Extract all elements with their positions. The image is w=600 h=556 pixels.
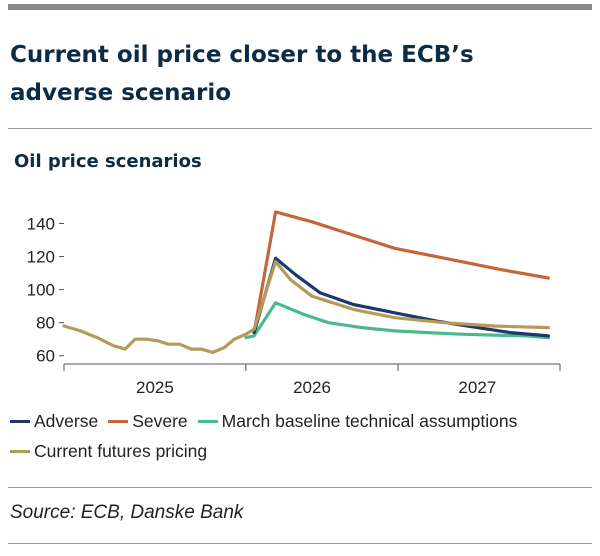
legend-item-adverse: Adverse: [10, 411, 98, 432]
y-axis: 60 80 100 120 140: [27, 214, 64, 366]
top-divider-bar: [8, 4, 592, 10]
legend-item-baseline: March baseline technical assumptions: [197, 410, 518, 432]
legend-label-futures: Current futures pricing: [34, 440, 208, 461]
legend-row-2: Current futures pricing: [10, 436, 590, 466]
source-divider-top: [8, 487, 592, 488]
y-tick-label: 120: [27, 248, 55, 267]
legend-item-severe: Severe: [108, 410, 188, 432]
legend-item-futures: Current futures pricing: [10, 441, 207, 462]
chart-title: Oil price scenarios: [14, 151, 202, 172]
x-year-label: 2027: [458, 378, 496, 397]
legend-row-1: Adverse Severe March baseline technical …: [10, 406, 590, 436]
legend: Adverse Severe March baseline technical …: [10, 406, 590, 466]
y-tick-label: 140: [27, 214, 55, 233]
series-lines: [62, 210, 551, 354]
legend-label-baseline: March baseline technical assumptions: [221, 410, 518, 431]
legend-swatch-futures: [10, 449, 30, 453]
series-line-severe: [252, 210, 551, 335]
y-tick-label: 80: [36, 314, 55, 333]
x-year-label: 2026: [293, 378, 331, 397]
series-line-baseline: [244, 301, 551, 340]
x-axis: 2025 2026 2027: [63, 363, 561, 397]
legend-label-adverse: Adverse: [34, 410, 99, 431]
series-line-futures: [62, 259, 551, 354]
y-tick-label: 100: [27, 281, 55, 300]
legend-label-severe: Severe: [132, 410, 188, 431]
source-divider-bottom: [8, 543, 592, 544]
source-note: Source: ECB, Danske Bank: [10, 502, 244, 523]
oil-price-chart: 60 80 100 120 140 2025 2026 2027: [27, 210, 561, 397]
legend-swatch-severe: [108, 419, 129, 423]
legend-swatch-baseline: [197, 419, 218, 423]
header-divider: [8, 128, 592, 129]
x-year-label: 2025: [136, 378, 174, 397]
y-tick-label: 60: [36, 347, 55, 366]
headline: Current oil price closer to the ECB’s ad…: [10, 42, 474, 106]
series-line-adverse: [252, 256, 551, 338]
legend-swatch-adverse: [10, 419, 30, 423]
